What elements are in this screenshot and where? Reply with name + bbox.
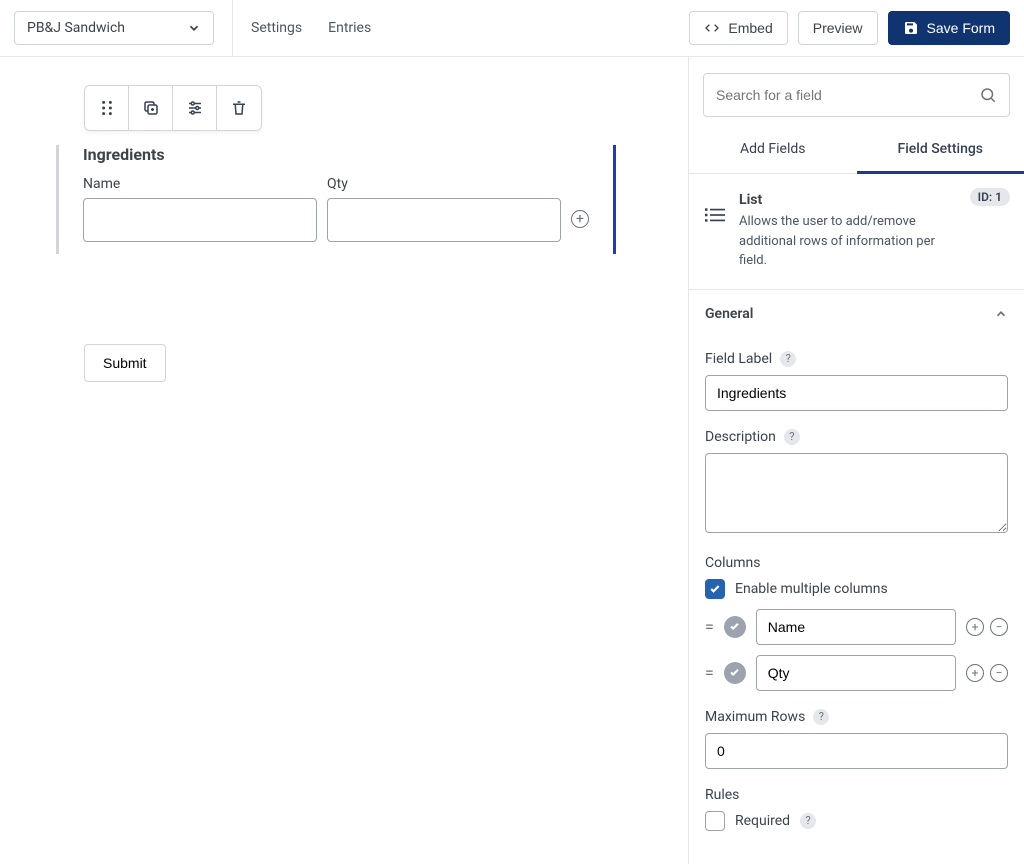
section-general-body: Field Label ? Description ? Columns	[689, 339, 1024, 855]
field-toolbar	[84, 85, 262, 131]
field-title: Ingredients	[83, 145, 589, 164]
help-icon[interactable]: ?	[800, 813, 816, 829]
drag-icon	[98, 99, 116, 117]
col-label-qty: Qty	[327, 176, 561, 192]
remove-column-button[interactable]: −	[990, 664, 1008, 682]
max-rows-label: Maximum Rows	[705, 709, 805, 725]
settings-button[interactable]	[173, 86, 217, 130]
help-icon[interactable]: ?	[784, 429, 800, 445]
help-icon[interactable]: ?	[780, 351, 796, 367]
col-input-qty[interactable]	[327, 198, 561, 242]
search-input[interactable]	[716, 87, 979, 103]
multi-columns-label: Enable multiple columns	[735, 581, 888, 597]
nav-settings[interactable]: Settings	[251, 20, 302, 36]
tab-field-settings[interactable]: Field Settings	[857, 127, 1024, 174]
chevron-up-icon	[994, 307, 1008, 321]
section-general-label: General	[705, 306, 753, 322]
search-icon	[979, 86, 997, 104]
tab-add-fields[interactable]: Add Fields	[689, 127, 857, 174]
form-name: PB&J Sandwich	[27, 20, 125, 36]
field-type-title: List	[739, 192, 939, 208]
description-label: Description	[705, 429, 776, 445]
divider	[232, 0, 233, 57]
delete-button[interactable]	[217, 86, 261, 130]
list-field[interactable]: Ingredients Name Qty +	[56, 145, 616, 254]
trash-icon	[230, 99, 248, 117]
form-canvas: Ingredients Name Qty + Submit	[0, 57, 688, 864]
help-icon[interactable]: ?	[813, 709, 829, 725]
rules-label: Rules	[705, 787, 739, 803]
sidebar-tabs: Add Fields Field Settings	[689, 127, 1024, 174]
column-name-input[interactable]	[756, 655, 956, 691]
save-button[interactable]: Save Form	[888, 11, 1010, 45]
chevron-down-icon	[187, 21, 201, 35]
add-column-button[interactable]: +	[966, 664, 984, 682]
field-type-desc: Allows the user to add/remove additional…	[739, 212, 939, 271]
drag-icon[interactable]: =	[705, 663, 714, 682]
drag-handle-button[interactable]	[85, 86, 129, 130]
required-toggle[interactable]: Required ?	[705, 811, 1008, 831]
required-label: Required	[735, 813, 790, 829]
add-row-button[interactable]: +	[571, 210, 589, 228]
embed-label: Embed	[728, 20, 772, 36]
sliders-icon	[186, 99, 204, 117]
column-row: = + −	[705, 609, 1008, 645]
field-label-label: Field Label	[705, 351, 772, 367]
multi-columns-toggle[interactable]: Enable multiple columns	[705, 579, 1008, 599]
add-column-button[interactable]: +	[966, 618, 984, 636]
preview-label: Preview	[813, 20, 863, 36]
column-enabled-toggle[interactable]	[724, 662, 746, 684]
save-label: Save Form	[927, 20, 995, 36]
section-general-header[interactable]: General	[689, 290, 1024, 339]
col-input-name[interactable]	[83, 198, 317, 242]
list-icon	[705, 206, 725, 271]
drag-icon[interactable]: =	[705, 617, 714, 636]
nav-entries[interactable]: Entries	[328, 20, 371, 36]
col-label-name: Name	[83, 176, 317, 192]
checkbox-unchecked-icon	[705, 811, 725, 831]
preview-button[interactable]: Preview	[798, 11, 878, 45]
duplicate-button[interactable]	[129, 86, 173, 130]
submit-button[interactable]: Submit	[84, 344, 166, 382]
top-nav: Settings Entries	[251, 20, 371, 36]
column-name-input[interactable]	[756, 609, 956, 645]
submit-label: Submit	[103, 355, 147, 371]
top-bar: PB&J Sandwich Settings Entries Embed Pre…	[0, 0, 1024, 57]
field-label-input[interactable]	[705, 375, 1008, 411]
column-enabled-toggle[interactable]	[724, 616, 746, 638]
form-selector[interactable]: PB&J Sandwich	[14, 11, 214, 45]
save-icon	[903, 20, 919, 36]
embed-button[interactable]: Embed	[689, 11, 787, 45]
duplicate-icon	[142, 99, 160, 117]
columns-label: Columns	[705, 555, 760, 571]
sidebar: Add Fields Field Settings List Allows th…	[688, 57, 1024, 864]
field-info: List Allows the user to add/remove addit…	[689, 174, 1024, 290]
checkbox-checked-icon	[705, 579, 725, 599]
id-badge: ID: 1	[970, 188, 1010, 206]
description-input[interactable]	[705, 453, 1008, 533]
column-row: = + −	[705, 655, 1008, 691]
remove-column-button[interactable]: −	[990, 618, 1008, 636]
max-rows-input[interactable]	[705, 733, 1008, 769]
search-field[interactable]	[703, 73, 1010, 117]
code-icon	[704, 20, 720, 36]
